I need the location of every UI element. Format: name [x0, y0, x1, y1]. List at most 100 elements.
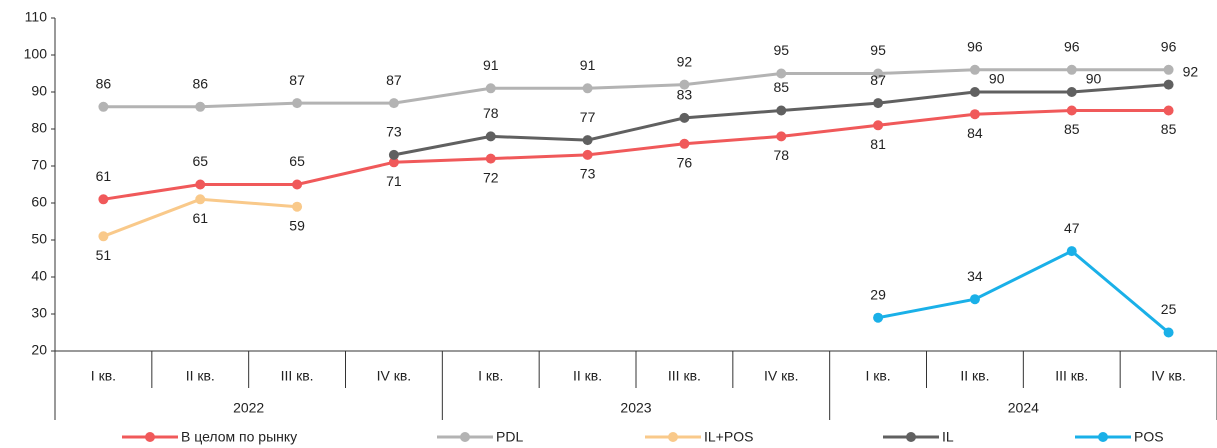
data-label: 29	[870, 286, 886, 302]
data-label: 47	[1064, 220, 1080, 236]
series-line	[103, 109, 1169, 201]
y-tick-label: 70	[31, 157, 47, 173]
point	[195, 179, 206, 190]
point	[1066, 105, 1077, 116]
point	[485, 153, 496, 164]
data-label: 51	[96, 247, 112, 263]
data-label: 87	[289, 72, 305, 88]
data-label: 59	[289, 217, 305, 233]
data-label: 87	[386, 72, 402, 88]
x-tick-label: II кв.	[186, 368, 215, 384]
group-label: 2023	[620, 400, 651, 416]
legend-marker	[460, 432, 470, 442]
data-label: 85	[1161, 121, 1177, 137]
data-label: 95	[773, 42, 789, 58]
point	[195, 194, 206, 205]
point	[485, 131, 496, 142]
point	[1163, 105, 1174, 116]
point	[1163, 79, 1174, 90]
point	[292, 98, 303, 109]
point	[98, 101, 109, 112]
data-label: 91	[580, 57, 596, 73]
legend-label: В целом по рынку	[181, 429, 297, 445]
point	[873, 312, 884, 323]
point	[582, 135, 593, 146]
y-tick-label: 60	[31, 194, 47, 210]
point	[98, 194, 109, 205]
y-tick-label: 20	[31, 342, 47, 358]
x-tick-label: III кв.	[668, 368, 701, 384]
y-tick-label: 90	[31, 83, 47, 99]
point	[1163, 327, 1174, 338]
series-line	[103, 68, 1169, 109]
y-tick-label: 100	[24, 46, 48, 62]
legend-label: IL+POS	[704, 429, 753, 445]
point	[679, 79, 690, 90]
data-label: 86	[192, 76, 208, 92]
point	[582, 83, 593, 94]
x-tick-label: I кв.	[91, 368, 116, 384]
point	[388, 149, 399, 160]
legend-marker	[145, 432, 155, 442]
point	[388, 157, 399, 168]
data-label: 65	[192, 153, 208, 169]
data-label: 95	[870, 42, 886, 58]
data-label: 81	[870, 136, 886, 152]
data-label: 96	[1161, 39, 1177, 55]
point	[1066, 246, 1077, 257]
point	[292, 201, 303, 212]
y-tick-label: 110	[25, 9, 48, 25]
data-label: 78	[773, 147, 789, 163]
y-tick-label: 80	[31, 120, 47, 136]
legend-label: IL	[942, 429, 954, 445]
x-tick-label: IV кв.	[764, 368, 799, 384]
point	[969, 87, 980, 97]
point	[292, 179, 303, 190]
legend-marker	[668, 432, 678, 442]
x-tick-label: IV кв.	[1151, 368, 1186, 384]
legend-marker	[906, 432, 916, 442]
data-label: 92	[677, 53, 693, 69]
data-label: 77	[580, 109, 596, 125]
legend-label: POS	[1134, 429, 1164, 445]
point	[1066, 87, 1077, 97]
data-label: 73	[386, 124, 402, 140]
x-tick-label: III кв.	[281, 368, 314, 384]
data-label: 65	[289, 153, 305, 169]
data-label: 96	[967, 39, 983, 55]
point	[776, 105, 787, 116]
series-line	[877, 249, 1170, 334]
point	[582, 149, 593, 160]
point	[776, 131, 787, 142]
point	[485, 83, 496, 94]
point	[969, 109, 980, 120]
data-label: 85	[773, 79, 789, 95]
point	[873, 98, 884, 109]
point	[873, 68, 884, 79]
x-tick-label: II кв.	[573, 368, 602, 384]
data-label: 71	[386, 173, 402, 189]
data-label: 92	[1183, 63, 1199, 79]
point	[873, 120, 884, 131]
data-label: 83	[677, 87, 693, 103]
x-tick-label: IV кв.	[377, 368, 412, 384]
data-label: 25	[1161, 301, 1177, 317]
data-label: 90	[1086, 71, 1102, 87]
data-label: 76	[677, 155, 693, 171]
data-label: 87	[870, 72, 886, 88]
point	[98, 231, 109, 242]
data-label: 96	[1064, 39, 1080, 55]
x-tick-label: II кв.	[960, 368, 989, 384]
y-tick-label: 30	[31, 305, 47, 321]
point	[1163, 64, 1174, 75]
data-label: 61	[96, 168, 112, 184]
x-tick-label: I кв.	[478, 368, 503, 384]
data-label: 84	[967, 125, 983, 141]
data-label: 86	[96, 76, 112, 92]
point	[679, 138, 690, 149]
legend-label: PDL	[496, 429, 523, 445]
data-label: 61	[192, 210, 208, 226]
group-label: 2024	[1008, 400, 1039, 416]
x-tick-label: I кв.	[865, 368, 890, 384]
data-label: 72	[483, 169, 499, 185]
